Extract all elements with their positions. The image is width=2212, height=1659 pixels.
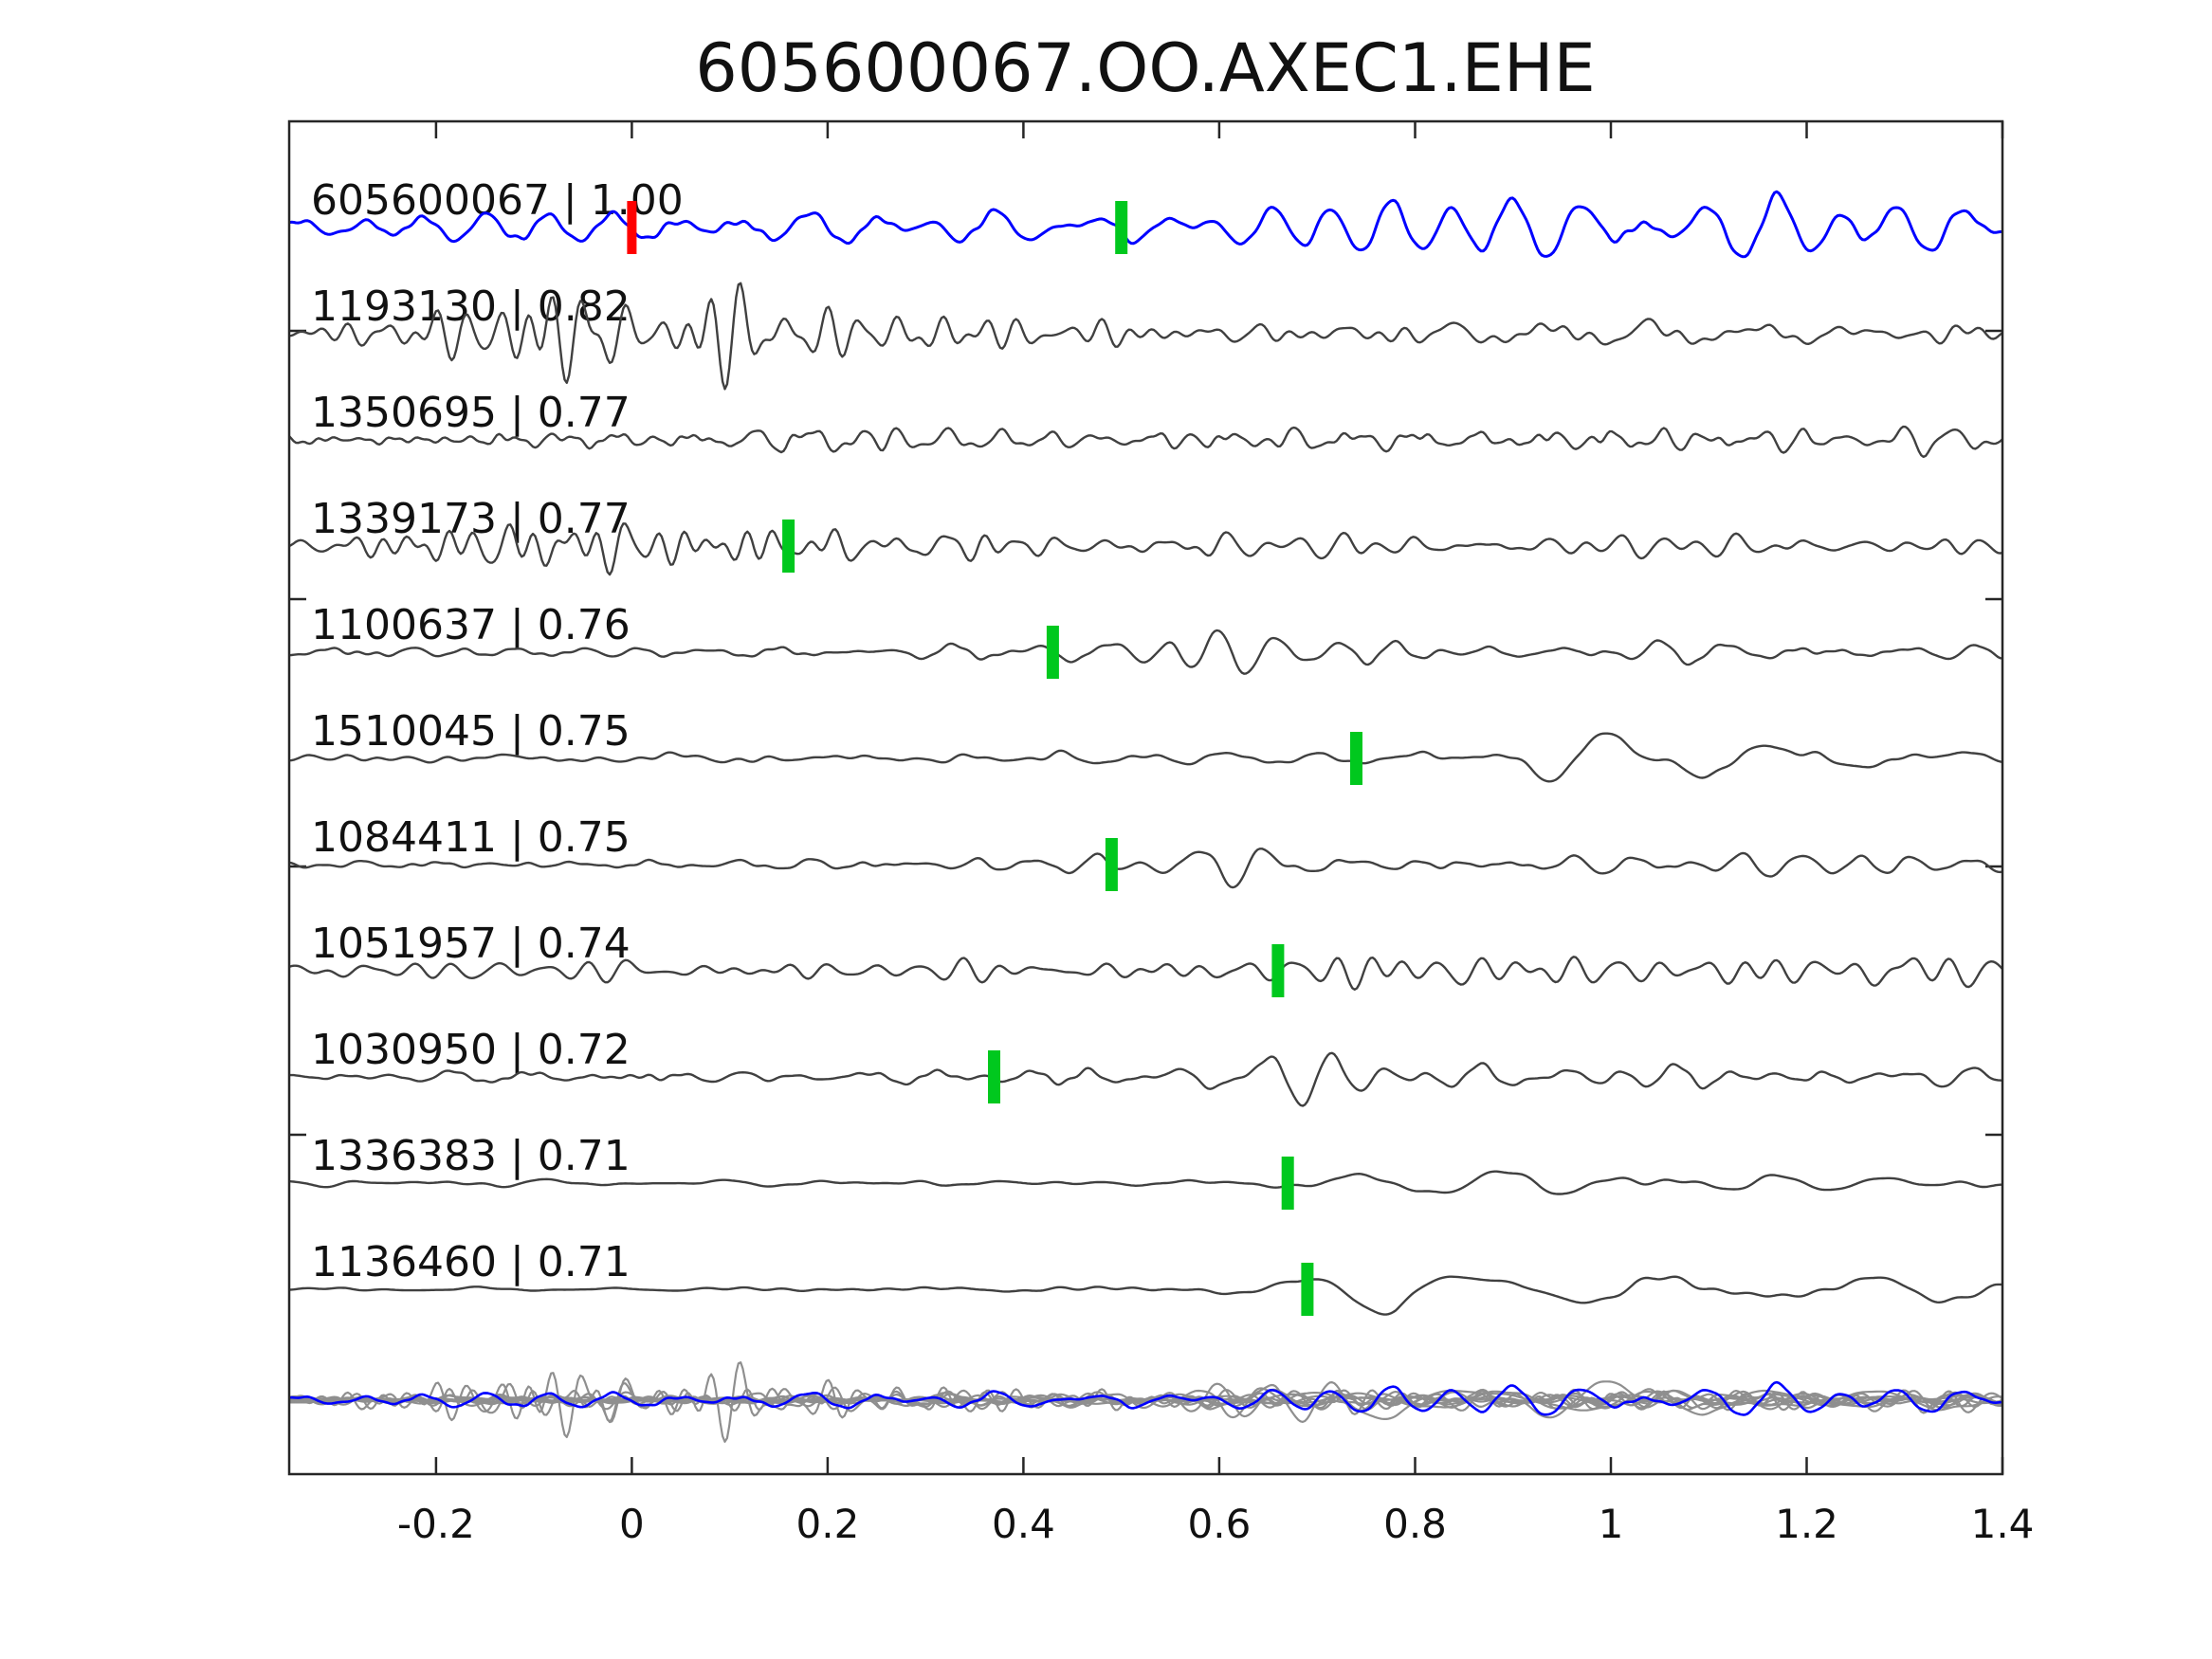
pick-marker (1105, 838, 1118, 891)
pick-marker (1350, 732, 1362, 785)
waveform-trace-1084411 (289, 848, 2002, 889)
waveform-trace-605600067 (289, 190, 2002, 259)
pick-marker (988, 1050, 1000, 1103)
trace-label: 1030950 | 0.72 (311, 1026, 631, 1074)
x-tick-label: 1 (1599, 1501, 1624, 1547)
x-tick-label: 0.4 (992, 1501, 1055, 1547)
template-start-marker (627, 201, 637, 254)
x-tick-label: 1.4 (1971, 1501, 2035, 1547)
x-tick-label: 0 (619, 1501, 645, 1547)
trace-label: 1336383 | 0.71 (311, 1132, 631, 1180)
pick-marker (1301, 1263, 1314, 1316)
pick-marker (1271, 944, 1285, 997)
waveform-trace-1193130 (289, 282, 2002, 391)
waveform-trace-1510045 (289, 732, 2002, 783)
waveform-traces (289, 190, 2002, 1443)
waveform-trace-1350695 (289, 425, 2002, 459)
waveform-trace-1339173 (289, 522, 2002, 576)
pick-marker (1115, 201, 1128, 254)
waveform-trace-1336383 (289, 1170, 2002, 1195)
plot-border (287, 119, 2004, 1476)
overlay-trace-template (289, 1380, 2002, 1416)
x-tick-label: 1.2 (1775, 1501, 1838, 1547)
trace-label: 1051957 | 0.74 (311, 920, 631, 968)
x-tick-label: 0.2 (796, 1501, 860, 1547)
pick-marker (782, 520, 795, 573)
plot-title: 605600067.OO.AXEC1.EHE (695, 29, 1596, 107)
pick-markers (627, 201, 1362, 1316)
pick-marker (1046, 626, 1059, 679)
trace-label: 1136460 | 0.71 (311, 1238, 631, 1286)
waveform-trace-1030950 (289, 1051, 2002, 1107)
waveform-trace-1100637 (289, 629, 2002, 675)
waveform-trace-1051957 (289, 956, 2002, 991)
trace-label: 1510045 | 0.75 (311, 707, 631, 756)
waveform-trace-1136460 (289, 1275, 2002, 1316)
x-tick-label: 0.6 (1188, 1501, 1252, 1547)
x-tick-label: -0.2 (397, 1501, 475, 1547)
trace-label: 1100637 | 0.76 (311, 601, 631, 649)
trace-label: 605600067 | 1.00 (311, 176, 684, 225)
x-tick-labels: -0.2 0 0.2 0.4 0.6 0.8 1 1.2 1.4 (397, 1501, 2034, 1547)
overlay-trace-1136460 (289, 1389, 2002, 1420)
trace-label: 1350695 | 0.77 (311, 389, 631, 437)
trace-label: 1084411 | 0.75 (311, 813, 631, 862)
x-tick-label: 0.8 (1383, 1501, 1447, 1547)
pick-marker (1281, 1157, 1294, 1210)
